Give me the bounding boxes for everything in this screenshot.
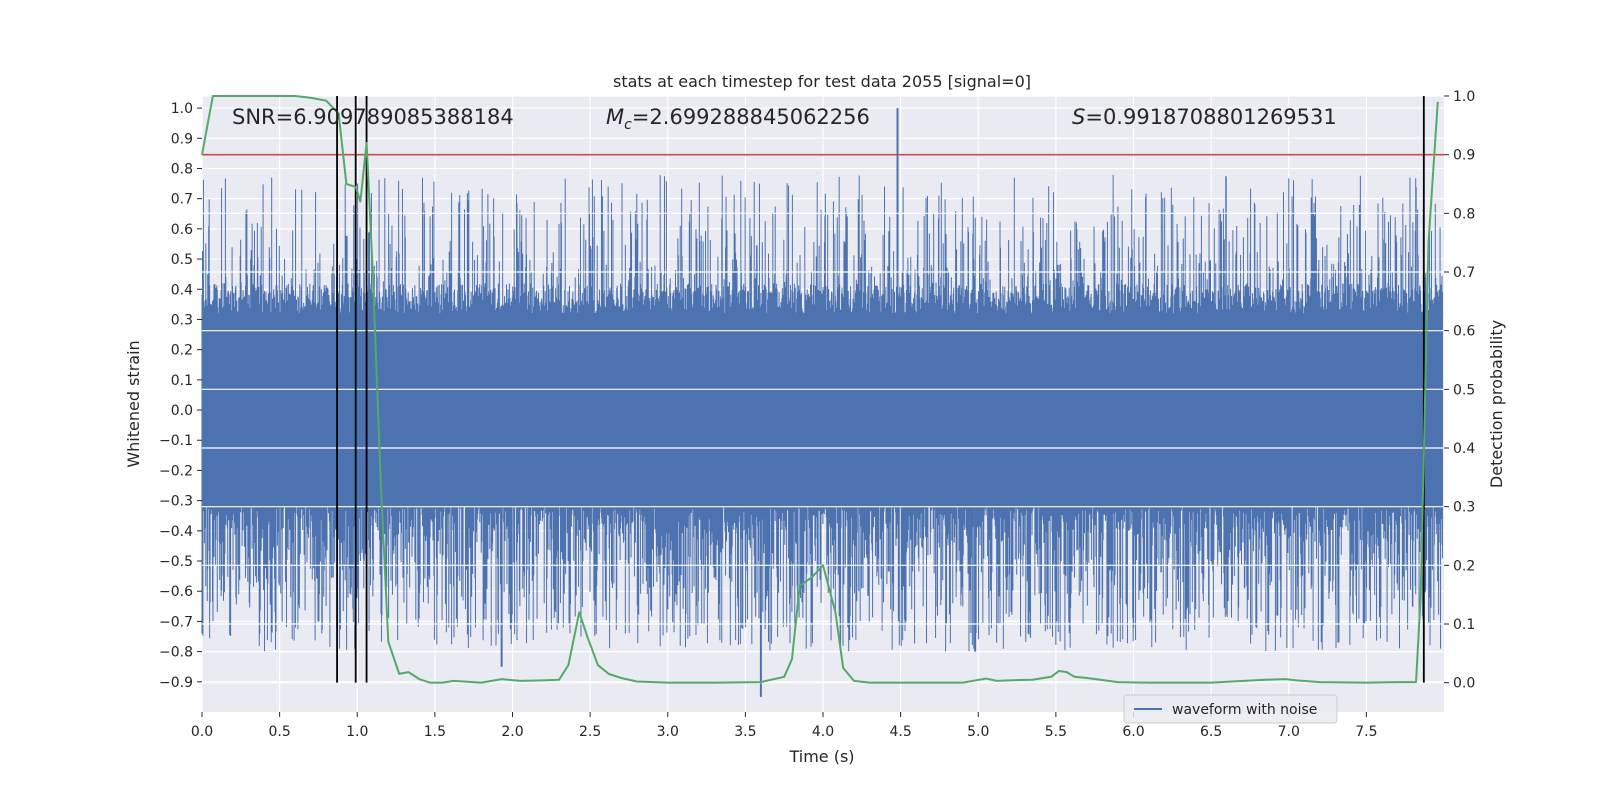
y-left-tick-label: 0.0 <box>171 403 193 419</box>
y-right-axis-label: Detection probability <box>1487 320 1506 488</box>
x-axis-ticks: 0.0 0.5 1.0 1.5 2.0 2.5 3.0 3.5 4.0 4.5 5.0 5.5 6.0 6… <box>191 712 1378 740</box>
y-left-tick-label: −0.2 <box>159 463 193 479</box>
x-tick-label: 4.0 <box>812 724 834 740</box>
y-left-tick-label: 0.5 <box>171 252 193 268</box>
y-right-tick-label: 0.3 <box>1453 500 1475 516</box>
legend-box <box>1123 694 1338 724</box>
gridline-overlay <box>202 95 1444 684</box>
x-tick-label: 0.5 <box>268 724 290 740</box>
score-annotation: S=0.9918708801269531 <box>1072 105 1337 129</box>
x-tick-label: 1.5 <box>424 724 446 740</box>
y-left-tick-label: −0.4 <box>159 524 193 540</box>
y-right-tick-label: 0.5 <box>1453 382 1475 398</box>
x-tick-label: 6.0 <box>1122 724 1144 740</box>
x-tick-label: 7.5 <box>1355 724 1377 740</box>
y-left-axis-ticks: 1.0 0.9 0.8 0.7 0.6 0.5 0.4 0.3 0.2 0.1 0.0 −0.1 −0.… <box>159 101 202 691</box>
y-right-tick-label: 0.6 <box>1453 324 1475 340</box>
y-left-tick-label: 0.3 <box>171 312 193 328</box>
y-left-tick-label: 0.6 <box>171 222 193 238</box>
y-left-tick-label: −0.6 <box>159 584 193 600</box>
x-tick-label: 1.0 <box>346 724 368 740</box>
x-tick-label: 3.5 <box>734 724 756 740</box>
x-tick-label: 2.0 <box>501 724 523 740</box>
x-tick-label: 6.5 <box>1200 724 1222 740</box>
chart-title: stats at each timestep for test data 205… <box>613 72 1031 91</box>
y-left-tick-label: 0.9 <box>171 131 193 147</box>
x-axis-label: Time (s) <box>788 747 854 766</box>
y-right-tick-label: 0.0 <box>1453 676 1475 692</box>
y-left-tick-label: −0.1 <box>159 433 193 449</box>
y-left-tick-label: −0.3 <box>159 494 193 510</box>
y-left-tick-label: 0.2 <box>171 343 193 359</box>
noise-trace <box>201 174 1443 652</box>
legend-label-waveform: waveform with noise <box>1172 702 1317 718</box>
y-left-axis-label: Whitened strain <box>124 340 143 467</box>
y-left-tick-label: 0.4 <box>171 282 193 298</box>
x-tick-label: 5.0 <box>967 724 989 740</box>
x-tick-label: 2.5 <box>579 724 601 740</box>
y-left-tick-label: 1.0 <box>171 101 193 117</box>
y-left-tick-label: 0.1 <box>171 373 193 389</box>
legend: waveform with noise <box>1123 694 1338 724</box>
y-right-tick-label: 0.8 <box>1453 206 1475 222</box>
y-right-tick-label: 0.7 <box>1453 265 1475 281</box>
y-right-tick-label: 0.4 <box>1453 441 1475 457</box>
x-tick-label: 3.0 <box>657 724 679 740</box>
y-left-tick-label: −0.5 <box>159 554 193 570</box>
x-tick-label: 4.5 <box>889 724 911 740</box>
y-left-tick-label: −0.7 <box>159 614 193 630</box>
y-right-tick-label: 0.9 <box>1453 148 1475 164</box>
y-left-tick-label: 0.8 <box>171 161 193 177</box>
y-left-tick-label: −0.9 <box>159 675 193 691</box>
y-right-tick-label: 0.2 <box>1453 558 1475 574</box>
y-right-tick-label: 0.1 <box>1453 617 1475 633</box>
detection-probability-series <box>201 95 1439 684</box>
x-tick-label: 0.0 <box>191 724 213 740</box>
chirp-mass-annotation: Mc=2.699288845062256 <box>606 105 870 133</box>
y-left-tick-label: 0.7 <box>171 192 193 208</box>
snr-annotation: SNR=6.909789085388184 <box>232 105 514 129</box>
y-right-tick-label: 1.0 <box>1453 89 1475 105</box>
x-tick-label: 7.0 <box>1278 724 1300 740</box>
waveform-with-noise-series <box>201 108 1443 697</box>
detection-probability-line <box>201 95 1439 684</box>
y-right-axis-ticks: 1.0 0.9 0.8 0.7 0.6 0.5 0.4 0.3 0.2 0.1 0.0 <box>1444 89 1475 692</box>
y-left-tick-label: −0.8 <box>159 645 193 661</box>
vertical-markers <box>336 96 1425 683</box>
x-tick-label: 5.5 <box>1045 724 1067 740</box>
